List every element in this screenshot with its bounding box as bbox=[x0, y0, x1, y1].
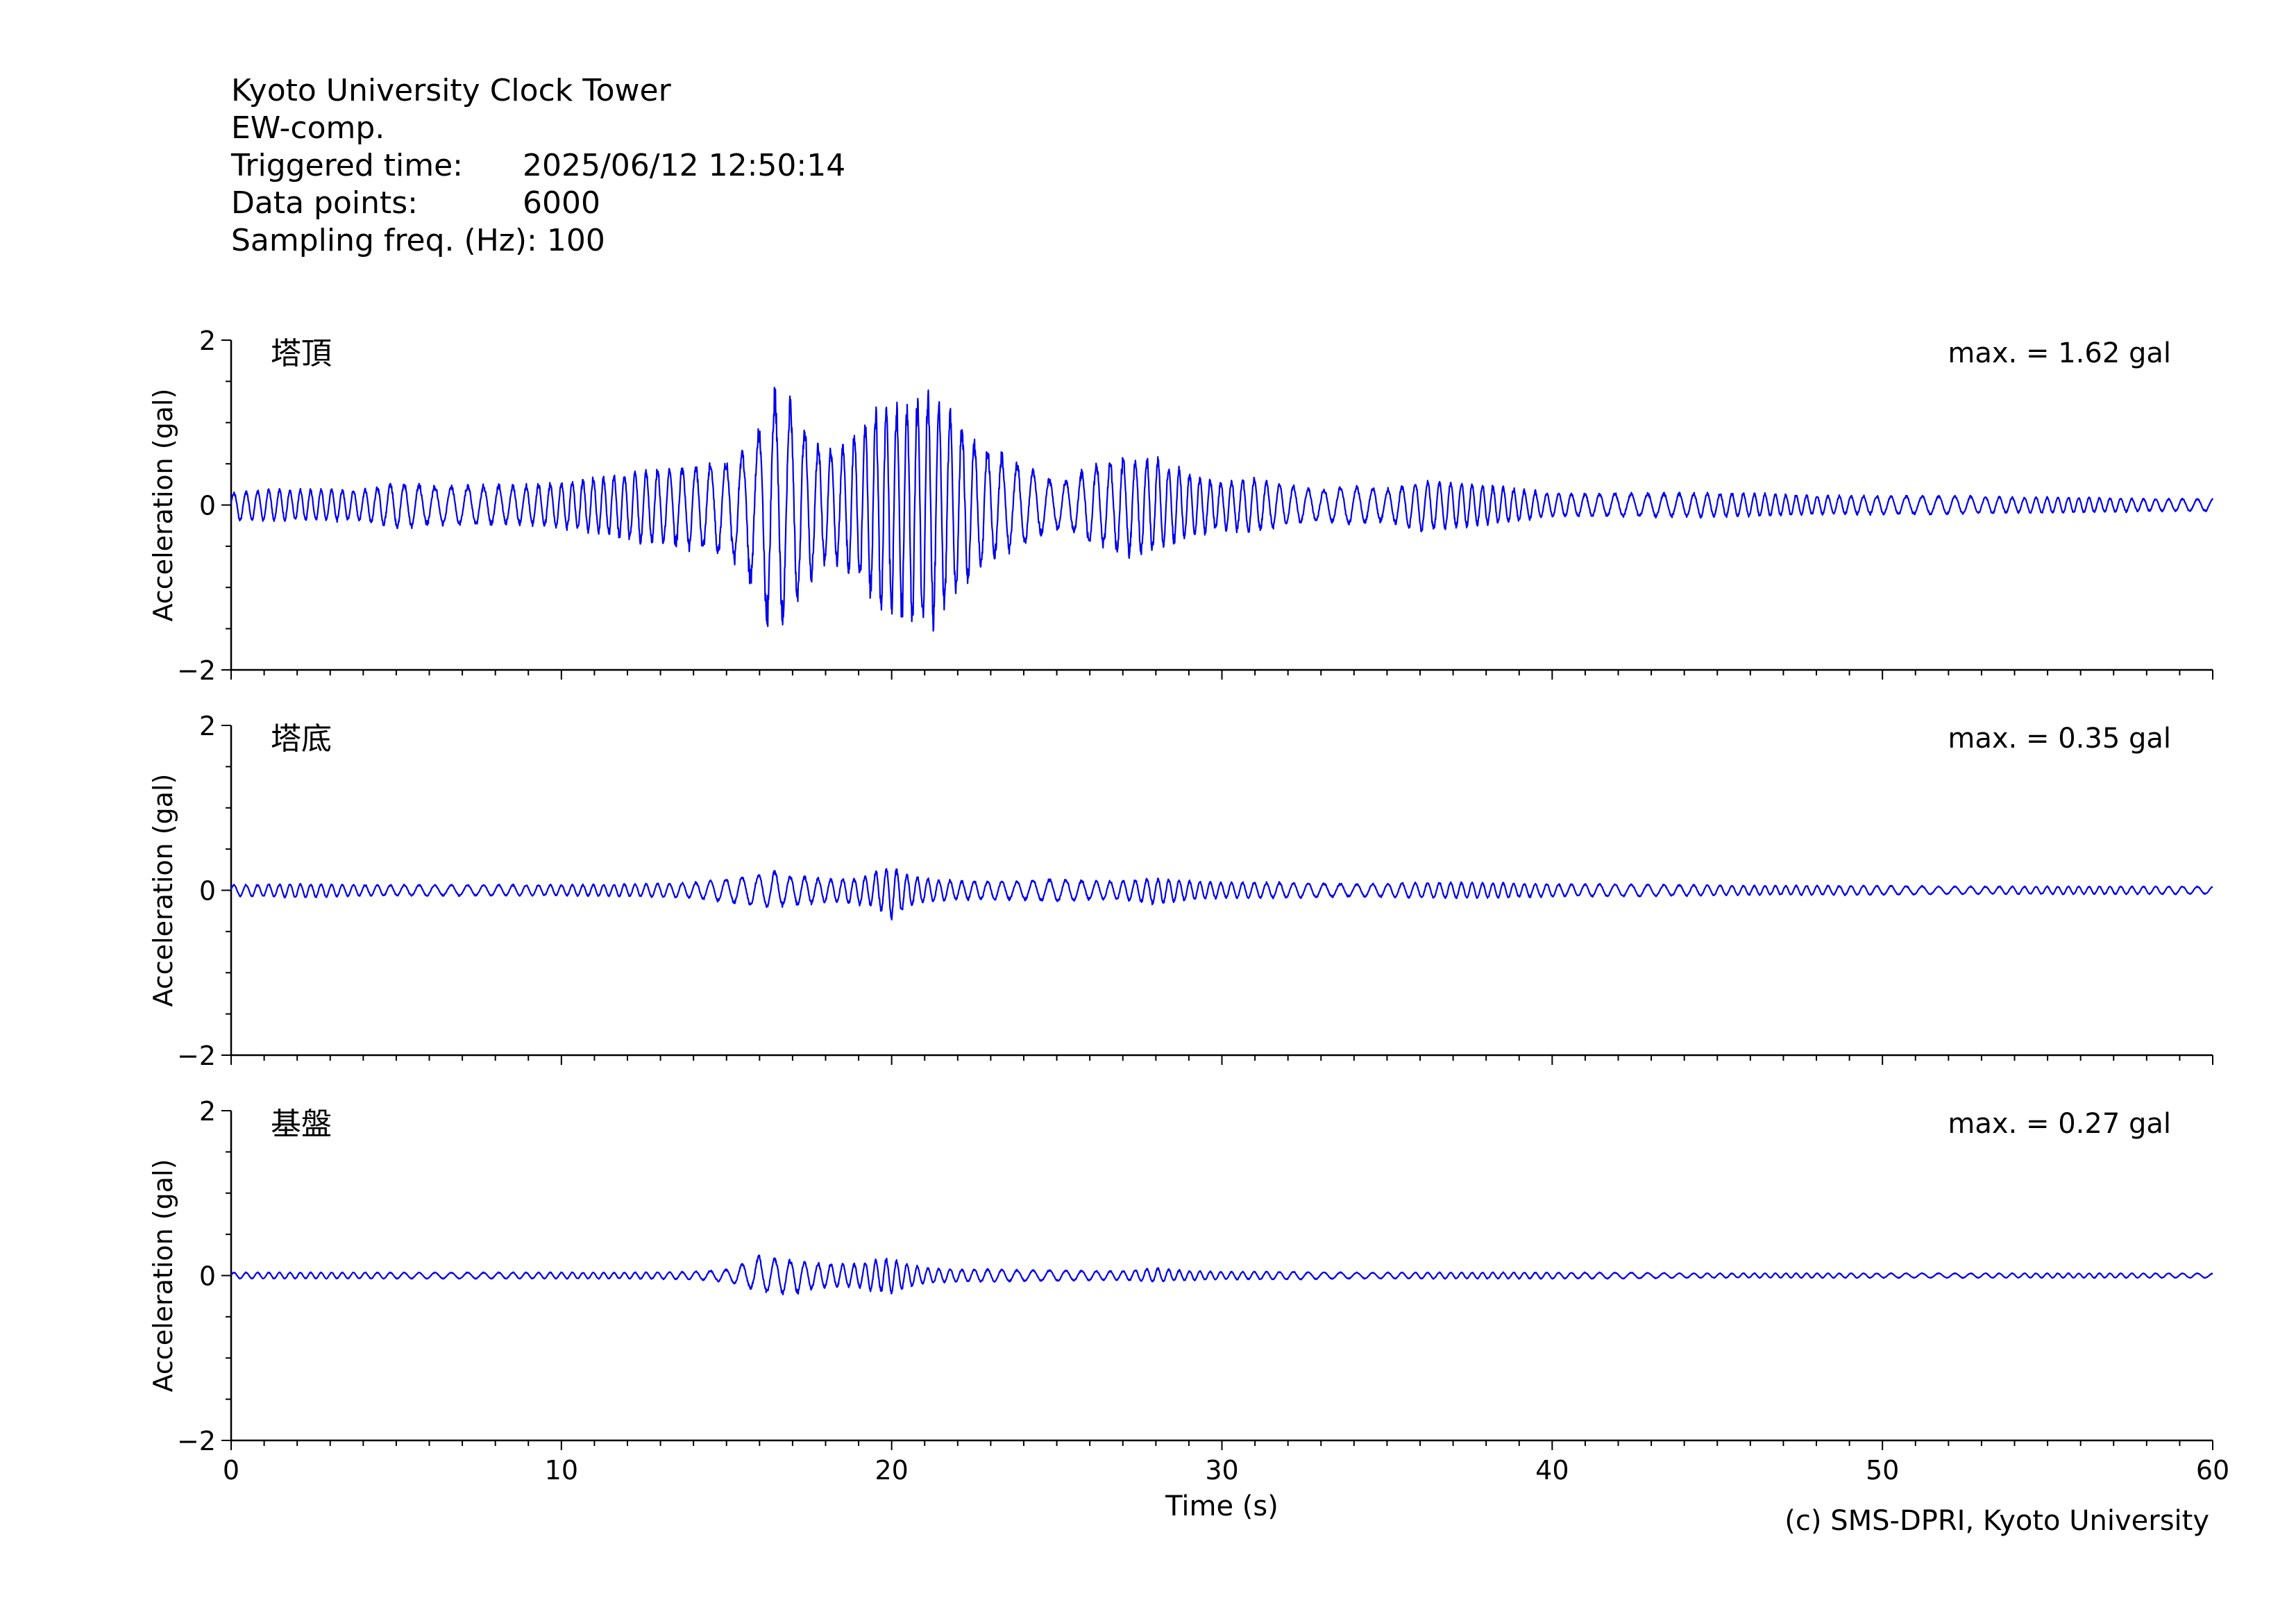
y-tick-label: 2 bbox=[199, 326, 216, 356]
credit-text: (c) SMS-DPRI, Kyoto University bbox=[1784, 1505, 2209, 1537]
freq-value: 100 bbox=[546, 223, 605, 258]
waveform-trace bbox=[230, 868, 2213, 921]
component-label: EW-comp. bbox=[231, 110, 385, 146]
y-tick-label: 0 bbox=[199, 491, 216, 521]
y-tick-label: 2 bbox=[199, 711, 216, 741]
y-axis-title: Acceleration (gal) bbox=[148, 389, 178, 622]
waveform-trace bbox=[230, 1254, 2213, 1296]
triggered-value: 2025/06/12 12:50:14 bbox=[523, 148, 846, 183]
x-tick-label: 0 bbox=[223, 1455, 239, 1486]
panel-label: 基盤 bbox=[271, 1107, 332, 1142]
x-axis-title: Time (s) bbox=[1165, 1490, 1278, 1522]
panel-2: −2 0 2 Acceleration (gal) 塔底 max. = 0.35 gal bbox=[148, 711, 2213, 1071]
x-tick-label: 40 bbox=[1535, 1455, 1569, 1486]
x-tick-label: 20 bbox=[875, 1455, 908, 1486]
freq-label: Sampling freq. (Hz): bbox=[231, 223, 537, 258]
y-axis-title: Acceleration (gal) bbox=[148, 774, 178, 1007]
x-tick-label: 10 bbox=[545, 1455, 578, 1486]
waveform-trace bbox=[230, 387, 2214, 632]
x-tick-label: 60 bbox=[2196, 1455, 2229, 1486]
freq-row: Sampling freq. (Hz): 100 bbox=[231, 222, 845, 260]
triggered-row: Triggered time: 2025/06/12 12:50:14 bbox=[231, 147, 845, 185]
y-tick-label: 0 bbox=[199, 1261, 216, 1292]
triggered-label: Triggered time: bbox=[231, 148, 463, 183]
max-annotation: max. = 1.62 gal bbox=[1948, 337, 2171, 369]
y-tick-label: 2 bbox=[199, 1096, 216, 1127]
points-value: 6000 bbox=[523, 185, 600, 221]
y-tick-label: 0 bbox=[199, 876, 216, 907]
panel-1: −2 0 2 Acceleration (gal) 塔頂 max. = 1.62 gal bbox=[148, 326, 2214, 686]
panel-label: 塔頂 bbox=[271, 336, 332, 371]
x-tick-label: 30 bbox=[1205, 1455, 1238, 1486]
header-info: Kyoto University Clock Tower EW-comp. Tr… bbox=[231, 72, 845, 260]
y-axis-title: Acceleration (gal) bbox=[148, 1159, 178, 1393]
panel-label: 塔底 bbox=[271, 721, 332, 757]
max-annotation: max. = 0.27 gal bbox=[1948, 1108, 2171, 1140]
x-tick-label: 50 bbox=[1866, 1455, 1899, 1486]
points-label: Data points: bbox=[231, 185, 419, 221]
max-annotation: max. = 0.35 gal bbox=[1948, 723, 2171, 755]
y-tick-label: −2 bbox=[177, 1426, 216, 1456]
station-title: Kyoto University Clock Tower bbox=[231, 73, 671, 108]
y-tick-label: −2 bbox=[177, 1041, 216, 1071]
y-tick-label: −2 bbox=[177, 655, 216, 686]
points-row: Data points: 6000 bbox=[231, 185, 845, 222]
